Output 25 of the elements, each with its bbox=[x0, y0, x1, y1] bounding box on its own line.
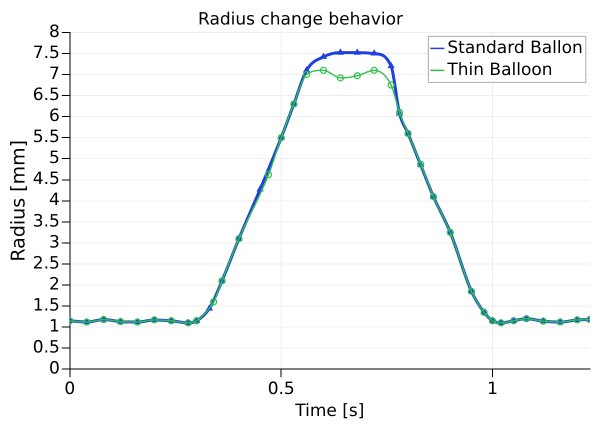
y-tick-label: 2.5 bbox=[32, 253, 60, 274]
y-tick-label: 6 bbox=[49, 106, 60, 126]
y-tick-label: 4.5 bbox=[32, 169, 60, 190]
chart-title: Radius change behavior bbox=[198, 10, 403, 30]
legend-label: Thin Balloon bbox=[446, 60, 553, 80]
x-tick-label: 0 bbox=[64, 378, 76, 399]
y-tick-label: 7.5 bbox=[32, 42, 60, 63]
y-axis-title: Radius [mm] bbox=[7, 140, 30, 262]
x-axis-title: Time [s] bbox=[294, 401, 364, 422]
y-tick-label: 3.5 bbox=[32, 211, 60, 232]
x-tick-label: 1 bbox=[487, 378, 498, 399]
y-tick-label: 7 bbox=[49, 64, 60, 84]
y-tick-label: 2 bbox=[49, 274, 60, 294]
y-tick-label: 0.5 bbox=[32, 338, 60, 358]
y-tick-label: 5 bbox=[49, 148, 60, 168]
y-tick-label: 8 bbox=[49, 22, 60, 42]
legend-label: Standard Ballon bbox=[447, 38, 583, 58]
y-tick-label: 5.5 bbox=[32, 127, 60, 148]
y-tick-label: 1 bbox=[49, 316, 60, 337]
x-tick-label: 0.5 bbox=[268, 378, 295, 399]
y-tick-label: 3 bbox=[49, 232, 60, 252]
y-tick-label: 0 bbox=[49, 358, 60, 379]
y-tick-label: 1.5 bbox=[32, 295, 60, 316]
y-tick-label: 4 bbox=[49, 190, 60, 210]
y-tick-label: 6.5 bbox=[32, 84, 60, 105]
